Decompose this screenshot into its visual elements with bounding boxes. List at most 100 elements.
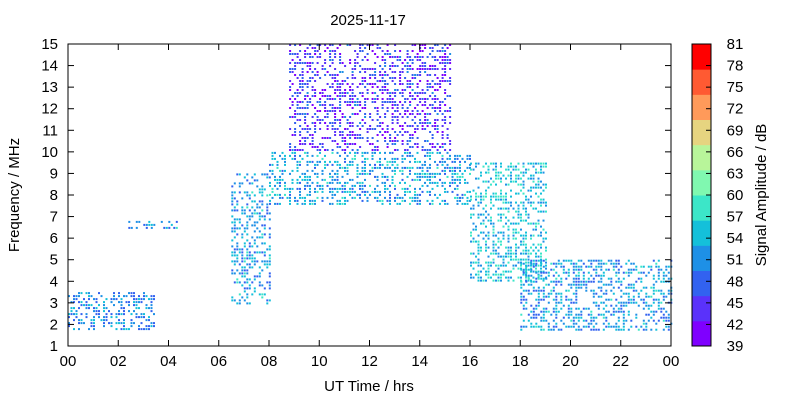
heatmap-cell bbox=[331, 163, 334, 166]
heatmap-cell bbox=[351, 89, 354, 91]
heatmap-cell bbox=[495, 264, 497, 267]
heatmap-cell bbox=[289, 187, 291, 190]
heatmap-cell bbox=[238, 185, 241, 188]
heatmap-cell bbox=[399, 202, 401, 205]
heatmap-cell bbox=[570, 325, 573, 328]
heatmap-cell bbox=[515, 180, 517, 183]
heatmap-cell bbox=[520, 301, 523, 304]
heatmap-cell bbox=[542, 286, 545, 289]
heatmap-cell bbox=[645, 328, 648, 331]
heatmap-cell bbox=[542, 316, 545, 319]
heatmap-cell bbox=[547, 301, 550, 304]
heatmap-cell bbox=[284, 187, 286, 190]
heatmap-cell bbox=[625, 262, 628, 265]
heatmap-cell bbox=[346, 166, 349, 169]
heatmap-cell bbox=[311, 202, 314, 205]
heatmap-cell bbox=[540, 319, 543, 322]
heatmap-cell bbox=[429, 151, 431, 154]
y-tick-label: 9 bbox=[50, 165, 58, 182]
heatmap-cell bbox=[304, 113, 307, 115]
heatmap-cell bbox=[299, 131, 302, 133]
heatmap-cell bbox=[135, 316, 138, 319]
heatmap-cell bbox=[507, 228, 510, 231]
heatmap-cell bbox=[364, 98, 367, 100]
heatmap-cell bbox=[381, 59, 384, 61]
heatmap-cell bbox=[507, 168, 510, 171]
heatmap-cell bbox=[326, 71, 329, 73]
heatmap-cell bbox=[441, 125, 444, 127]
heatmap-cell bbox=[535, 225, 537, 228]
heatmap-cell bbox=[364, 113, 367, 115]
heatmap-cell bbox=[449, 59, 452, 61]
heatmap-cell bbox=[123, 307, 125, 310]
heatmap-cell bbox=[361, 125, 364, 127]
heatmap-cell bbox=[647, 271, 650, 274]
heatmap-cell bbox=[441, 113, 444, 115]
heatmap-cell bbox=[326, 128, 329, 130]
heatmap-cell bbox=[351, 134, 354, 136]
heatmap-cell bbox=[253, 179, 256, 182]
heatmap-cell bbox=[391, 140, 394, 142]
heatmap-cell bbox=[595, 265, 598, 268]
heatmap-cell bbox=[530, 268, 533, 271]
heatmap-cell bbox=[411, 119, 414, 121]
heatmap-cell bbox=[299, 44, 302, 46]
heatmap-cell bbox=[386, 175, 389, 178]
heatmap-cell bbox=[535, 304, 538, 307]
heatmap-cell bbox=[416, 125, 419, 127]
heatmap-cell bbox=[123, 310, 125, 313]
heatmap-cell bbox=[354, 143, 357, 145]
heatmap-cell bbox=[266, 260, 269, 263]
heatmap-cell bbox=[384, 86, 387, 88]
heatmap-cell bbox=[439, 107, 442, 109]
heatmap-cell bbox=[404, 190, 406, 193]
heatmap-cell bbox=[233, 248, 236, 251]
heatmap-cell bbox=[339, 53, 342, 55]
heatmap-cell bbox=[336, 202, 339, 205]
heatmap-cell bbox=[431, 104, 434, 106]
heatmap-cell bbox=[233, 221, 236, 224]
heatmap-cell bbox=[236, 200, 239, 203]
heatmap-cell bbox=[439, 104, 442, 106]
heatmap-cell bbox=[520, 279, 522, 282]
heatmap-cell bbox=[537, 264, 540, 267]
heatmap-cell bbox=[261, 188, 264, 191]
heatmap-cell bbox=[329, 98, 332, 100]
heatmap-cell bbox=[540, 171, 542, 174]
heatmap-cell bbox=[482, 237, 485, 240]
heatmap-cell bbox=[436, 184, 439, 187]
heatmap-cell bbox=[231, 269, 234, 272]
heatmap-cell bbox=[284, 181, 286, 184]
heatmap-cell bbox=[314, 107, 317, 109]
heatmap-cell bbox=[527, 264, 530, 267]
heatmap-cell bbox=[605, 283, 608, 286]
heatmap-cell bbox=[411, 154, 414, 157]
heatmap-cell bbox=[369, 77, 372, 79]
heatmap-cell bbox=[630, 283, 633, 286]
heatmap-cell bbox=[371, 137, 374, 139]
heatmap-cell bbox=[329, 74, 332, 76]
heatmap-cell bbox=[470, 240, 472, 243]
heatmap-cell bbox=[456, 196, 459, 199]
heatmap-cell bbox=[376, 80, 379, 82]
heatmap-cell bbox=[502, 264, 505, 267]
heatmap-cell bbox=[645, 286, 648, 289]
heatmap-cell bbox=[326, 184, 329, 187]
heatmap-cell bbox=[263, 188, 266, 191]
heatmap-cell bbox=[359, 137, 362, 139]
heatmap-cell bbox=[475, 198, 477, 201]
heatmap-cell bbox=[414, 143, 417, 145]
heatmap-cell bbox=[306, 104, 309, 106]
heatmap-cell bbox=[334, 89, 337, 91]
heatmap-cell bbox=[294, 157, 296, 160]
heatmap-cell bbox=[349, 104, 352, 106]
heatmap-cell bbox=[492, 252, 495, 255]
heatmap-cell bbox=[351, 125, 354, 127]
colorbar-segment bbox=[692, 94, 711, 120]
heatmap-cell bbox=[366, 128, 369, 130]
heatmap-cell bbox=[426, 122, 429, 124]
heatmap-cell bbox=[243, 269, 246, 272]
heatmap-cell bbox=[527, 201, 530, 204]
heatmap-cell bbox=[575, 280, 578, 283]
